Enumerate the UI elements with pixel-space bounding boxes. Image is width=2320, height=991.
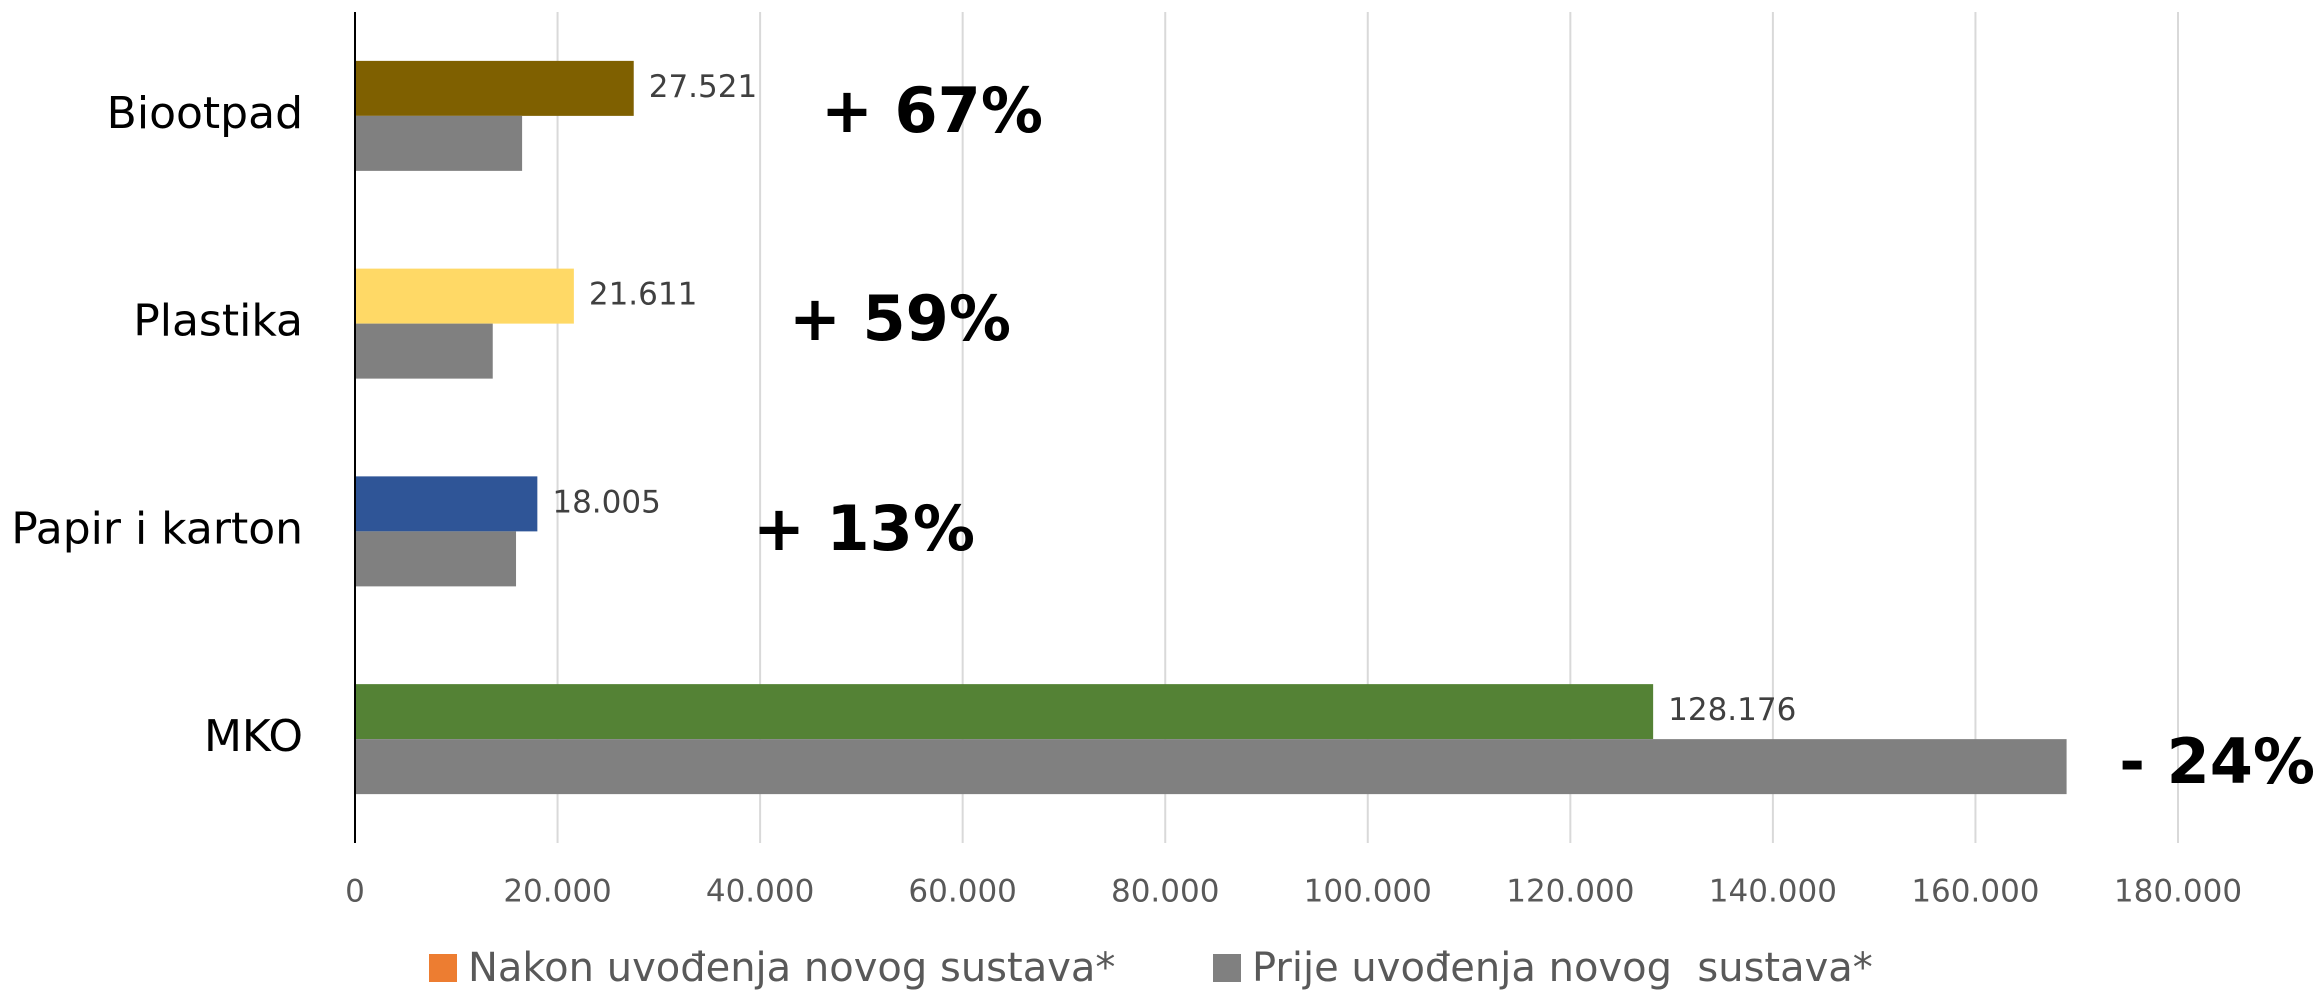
data-label: 128.176: [1668, 692, 1796, 728]
y-tick-label: Papir i karton: [11, 503, 303, 554]
y-tick-label: Plastika: [133, 296, 303, 347]
x-tick-label: 0: [345, 874, 365, 910]
x-tick-label: 40.000: [706, 874, 814, 910]
y-tick-label: MKO: [204, 711, 303, 762]
x-tick-label: 80.000: [1111, 874, 1219, 910]
x-tick-label: 120.000: [1506, 874, 1634, 910]
bar: [355, 739, 2067, 795]
annotation: + 13%: [753, 492, 975, 565]
legend-label: Prije uvođenja novog sustava*: [1252, 945, 1873, 991]
bar: [355, 684, 1654, 740]
annotation: - 24%: [2119, 725, 2315, 798]
data-label: 18.005: [552, 484, 660, 520]
bar: [355, 323, 493, 379]
bar: [355, 531, 517, 587]
legend-swatch: [1213, 954, 1241, 982]
x-tick-label: 160.000: [1911, 874, 2039, 910]
bar: [355, 476, 538, 532]
legend-swatch: [429, 954, 457, 982]
x-tick-label: 60.000: [908, 874, 1016, 910]
x-tick-label: 20.000: [503, 874, 611, 910]
y-tick-label: Biootpad: [107, 88, 303, 139]
annotation: + 59%: [789, 282, 1011, 355]
annotation: + 67%: [821, 74, 1043, 147]
x-tick-label: 100.000: [1304, 874, 1432, 910]
legend-label: Nakon uvođenja novog sustava*: [468, 945, 1115, 991]
data-label: 27.521: [649, 69, 757, 105]
bar: [355, 60, 634, 116]
data-label: 21.611: [589, 277, 697, 313]
x-tick-label: 180.000: [2114, 874, 2242, 910]
x-tick-label: 140.000: [1709, 874, 1837, 910]
bar: [355, 268, 574, 324]
bar: [355, 115, 523, 171]
